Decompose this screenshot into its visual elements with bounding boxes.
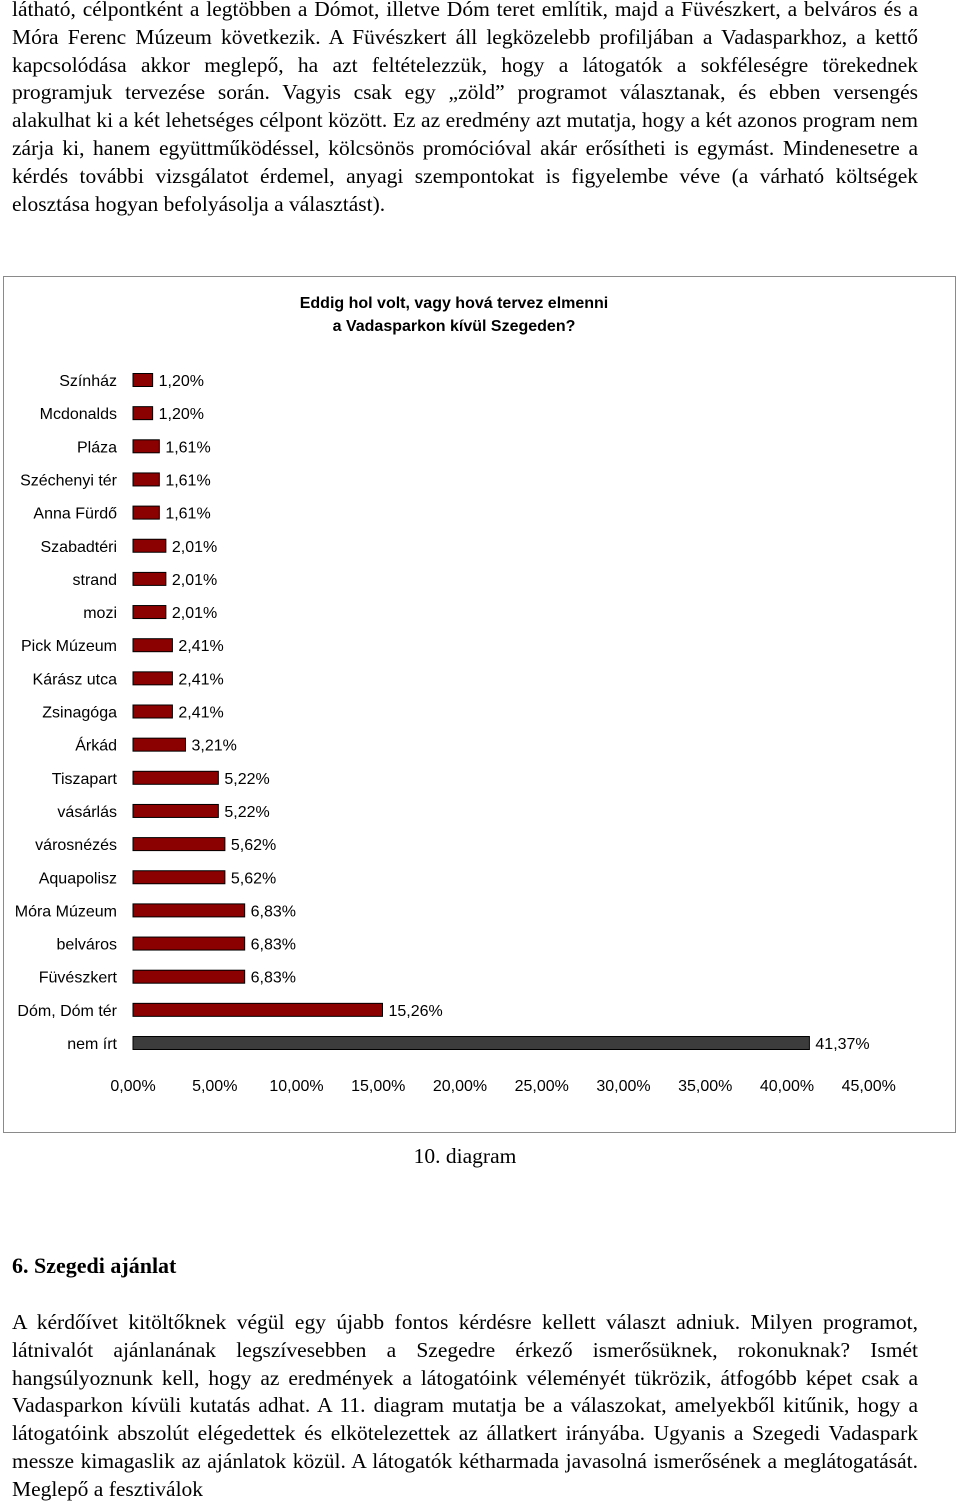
chart-title-line: a Vadasparkon kívül Szegeden? bbox=[333, 318, 576, 335]
bar bbox=[132, 472, 160, 487]
bar bbox=[132, 1002, 384, 1017]
data-label: 6,83% bbox=[251, 970, 296, 987]
category-label: nem írt bbox=[67, 1036, 117, 1053]
category-label: vásárlás bbox=[57, 804, 117, 821]
bar bbox=[132, 837, 226, 852]
category-label: Móra Múzeum bbox=[15, 903, 117, 920]
x-tick-label: 10,00% bbox=[269, 1078, 323, 1095]
bar bbox=[132, 737, 186, 752]
bar bbox=[132, 605, 167, 620]
bar bbox=[132, 638, 173, 653]
bar bbox=[132, 571, 167, 586]
data-label: 2,41% bbox=[178, 671, 223, 688]
x-tick-label: 35,00% bbox=[678, 1078, 732, 1095]
bar bbox=[132, 903, 246, 918]
bar bbox=[132, 1036, 810, 1050]
data-label: 15,26% bbox=[389, 1003, 443, 1020]
bar bbox=[132, 439, 160, 454]
data-label: 2,01% bbox=[172, 572, 217, 589]
data-label: 3,21% bbox=[191, 738, 236, 755]
data-label: 5,62% bbox=[231, 870, 276, 887]
bar bbox=[132, 671, 173, 686]
category-label: Szabadtéri bbox=[41, 539, 118, 556]
chart-title-line: Eddig hol volt, vagy hová tervez elmenni bbox=[300, 295, 609, 312]
data-label: 2,41% bbox=[178, 705, 223, 722]
category-label: városnézés bbox=[35, 837, 117, 854]
category-label: strand bbox=[73, 572, 117, 589]
data-label: 1,20% bbox=[159, 373, 204, 390]
x-tick-label: 30,00% bbox=[596, 1078, 650, 1095]
section-heading: 6. Szegedi ajánlat bbox=[12, 1253, 177, 1278]
category-label: Zsinagóga bbox=[42, 705, 117, 722]
data-label: 6,83% bbox=[251, 903, 296, 920]
category-label: belváros bbox=[57, 937, 117, 954]
category-label: Széchenyi tér bbox=[20, 472, 118, 489]
x-tick-label: 5,00% bbox=[192, 1078, 237, 1095]
bar bbox=[132, 406, 154, 421]
category-label: Mcdonalds bbox=[40, 406, 117, 423]
data-label: 5,62% bbox=[231, 837, 276, 854]
category-label: Pick Múzeum bbox=[21, 638, 117, 655]
data-label: 2,01% bbox=[172, 605, 217, 622]
x-tick-label: 20,00% bbox=[433, 1078, 487, 1095]
category-label: Pláza bbox=[77, 439, 117, 456]
data-label: 5,22% bbox=[224, 771, 269, 788]
category-label: Színház bbox=[59, 373, 117, 390]
data-label: 2,01% bbox=[172, 539, 217, 556]
bar bbox=[132, 538, 167, 553]
category-label: Árkád bbox=[75, 736, 117, 755]
bar-chart: Eddig hol volt, vagy hová tervez elmenni… bbox=[15, 295, 896, 1095]
bar bbox=[132, 803, 219, 818]
data-label: 1,61% bbox=[165, 506, 210, 523]
body-paragraph-top: látható, célpontként a legtöbben a Dómot… bbox=[12, 0, 918, 216]
x-tick-label: 40,00% bbox=[760, 1078, 814, 1095]
bar bbox=[132, 505, 160, 520]
bar bbox=[132, 969, 246, 984]
data-label: 1,20% bbox=[159, 406, 204, 423]
bar bbox=[132, 373, 154, 387]
bar bbox=[132, 704, 173, 719]
data-label: 6,83% bbox=[251, 937, 296, 954]
body-paragraph-bottom: A kérdőívet kitöltőknek végül egy újabb … bbox=[12, 1310, 918, 1501]
category-label: mozi bbox=[83, 605, 117, 622]
data-label: 1,61% bbox=[165, 472, 210, 489]
data-label: 1,61% bbox=[165, 439, 210, 456]
data-label: 5,22% bbox=[224, 804, 269, 821]
category-label: Dóm, Dóm tér bbox=[17, 1003, 117, 1020]
x-tick-label: 25,00% bbox=[515, 1078, 569, 1095]
x-tick-label: 45,00% bbox=[842, 1078, 896, 1095]
chart-frame: Eddig hol volt, vagy hová tervez elmenni… bbox=[3, 276, 956, 1133]
category-label: Füvészkert bbox=[39, 970, 118, 987]
bar bbox=[132, 870, 226, 885]
category-label: Kárász utca bbox=[33, 671, 118, 688]
category-label: Anna Fürdő bbox=[33, 506, 117, 523]
category-label: Aquapolisz bbox=[39, 870, 117, 887]
x-tick-label: 15,00% bbox=[351, 1078, 405, 1095]
bar bbox=[132, 936, 246, 951]
figure-caption: 10. diagram bbox=[413, 1144, 517, 1168]
category-label: Tiszapart bbox=[52, 771, 118, 788]
x-tick-label: 0,00% bbox=[110, 1078, 155, 1095]
data-label: 41,37% bbox=[815, 1036, 869, 1053]
bar bbox=[132, 770, 219, 785]
data-label: 2,41% bbox=[178, 638, 223, 655]
